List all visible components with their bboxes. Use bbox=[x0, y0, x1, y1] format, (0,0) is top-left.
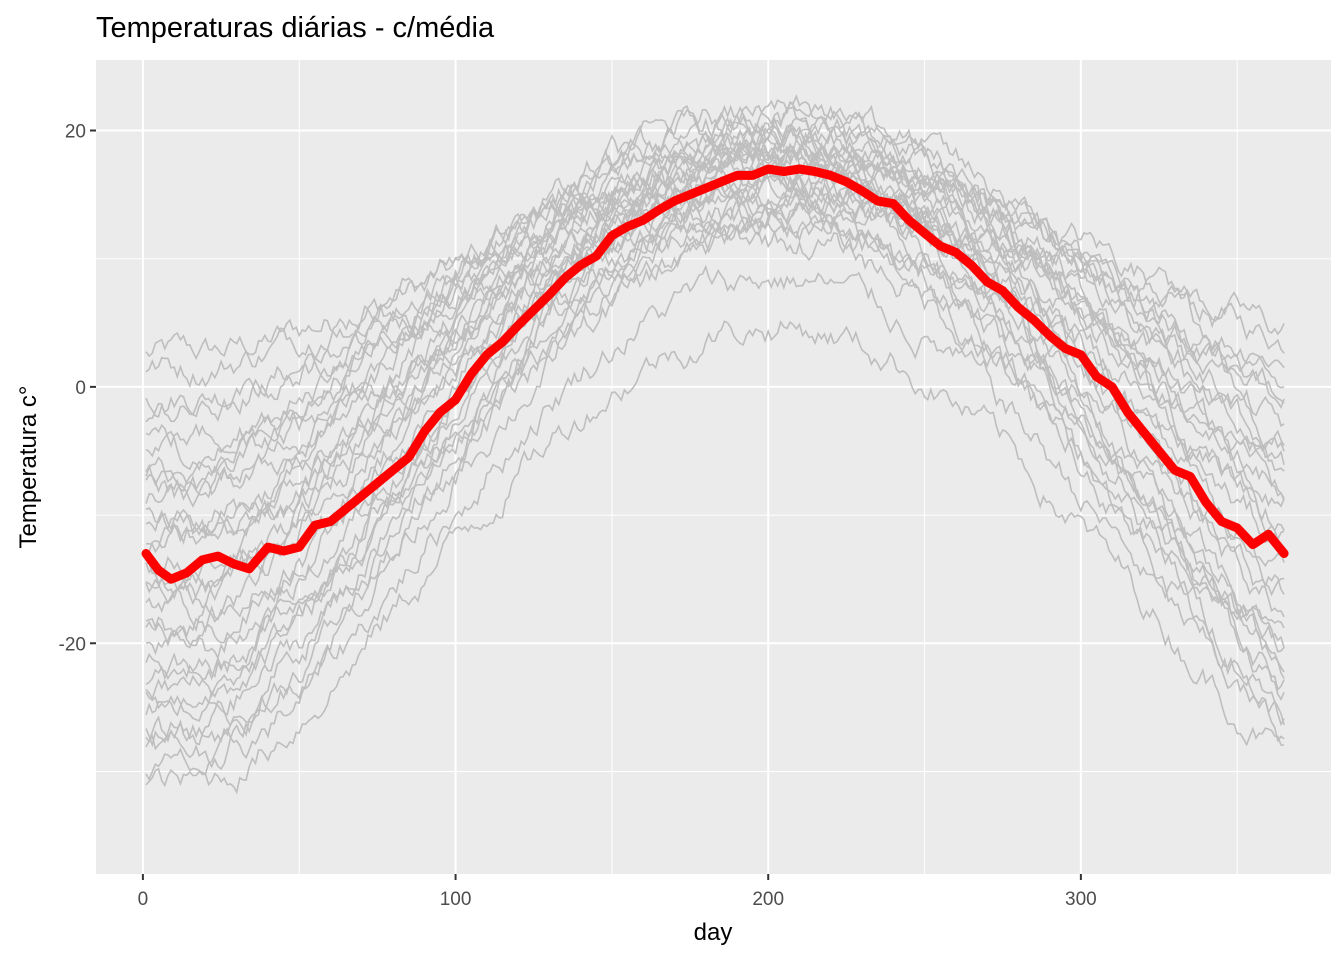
y-axis: -20 0 20 bbox=[59, 122, 96, 655]
station-series-line bbox=[145, 104, 1285, 472]
station-series-line bbox=[145, 101, 1285, 499]
station-series-line bbox=[145, 116, 1285, 557]
station-series-line bbox=[145, 126, 1285, 455]
mean-series-group bbox=[141, 164, 1289, 584]
x-axis: 0 100 200 300 bbox=[138, 874, 1097, 910]
x-tick-label: 300 bbox=[1065, 889, 1097, 910]
y-axis-title: Temperatura c° bbox=[15, 386, 42, 549]
station-series-line bbox=[145, 140, 1285, 585]
station-series-line bbox=[145, 200, 1285, 717]
station-series-line bbox=[145, 137, 1285, 389]
station-series-group bbox=[145, 94, 1285, 795]
chart-title: Temperaturas diárias - c/média bbox=[96, 12, 495, 44]
station-series-line bbox=[145, 204, 1285, 771]
x-axis-title: day bbox=[694, 919, 733, 946]
station-series-line bbox=[145, 124, 1285, 609]
station-series-line bbox=[145, 172, 1285, 545]
station-series-line bbox=[145, 121, 1285, 554]
station-series-line bbox=[145, 226, 1285, 744]
mean-series-line bbox=[141, 164, 1289, 584]
station-series-line bbox=[145, 194, 1285, 701]
station-series-line bbox=[145, 264, 1285, 782]
station-series-line bbox=[145, 104, 1285, 606]
y-tick-label: 0 bbox=[75, 378, 86, 399]
y-tick-label: 20 bbox=[65, 122, 86, 143]
station-series-line bbox=[145, 123, 1285, 493]
station-series-line bbox=[145, 320, 1285, 795]
grid-major bbox=[96, 60, 1331, 874]
station-series-line bbox=[145, 153, 1285, 591]
y-tick-label: -20 bbox=[59, 634, 86, 655]
x-tick-label: 200 bbox=[752, 889, 784, 910]
x-tick-label: 100 bbox=[440, 889, 472, 910]
x-tick-label: 0 bbox=[138, 889, 149, 910]
